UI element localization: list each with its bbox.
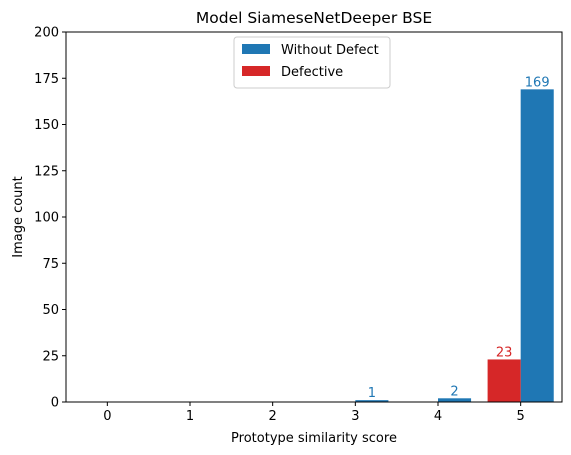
chart-title: Model SiameseNetDeeper BSE — [196, 9, 432, 27]
legend-box — [233, 36, 391, 89]
x-tick-label: 5 — [517, 409, 525, 424]
y-tick-label: 200 — [34, 26, 59, 41]
y-tick-label: 175 — [34, 72, 59, 87]
x-axis: 0 1 2 3 4 5 — [103, 402, 525, 424]
bar-without-defect-4 — [438, 398, 472, 402]
y-tick-label: 50 — [42, 303, 59, 318]
bar-value-label: 2 — [450, 384, 458, 399]
x-tick-label: 0 — [103, 409, 111, 424]
bar-without-defect-3 — [355, 400, 389, 402]
y-tick-label: 25 — [42, 349, 59, 364]
x-tick-label: 3 — [351, 409, 359, 424]
y-tick-label: 100 — [34, 211, 59, 226]
x-tick-label: 4 — [434, 409, 442, 424]
bar-value-label: 169 — [525, 75, 550, 90]
y-tick-label: 150 — [34, 118, 59, 133]
legend-label-without-defect: Without Defect — [281, 43, 379, 58]
bar-value-label: 1 — [368, 386, 376, 401]
legend: Without Defect Defective — [233, 36, 391, 89]
x-tick-label: 1 — [186, 409, 194, 424]
x-tick-label: 2 — [269, 409, 277, 424]
x-axis-title: Prototype similarity score — [231, 431, 397, 446]
bar-defective-5 — [487, 359, 521, 402]
y-tick-label: 0 — [51, 396, 59, 411]
legend-label-defective: Defective — [281, 65, 343, 80]
y-tick-label: 125 — [34, 164, 59, 179]
bars-layer — [355, 89, 554, 402]
bar-labels-layer: 1 2 169 23 — [368, 75, 550, 401]
legend-swatch-without-defect — [242, 44, 270, 54]
bar-without-defect-5 — [520, 89, 554, 402]
legend-swatch-defective — [242, 66, 270, 76]
y-tick-label: 75 — [42, 257, 59, 272]
y-axis: 0 25 50 75 100 125 150 175 200 — [34, 26, 66, 411]
y-axis-title: Image count — [11, 176, 26, 258]
bar-value-label: 23 — [496, 345, 513, 360]
